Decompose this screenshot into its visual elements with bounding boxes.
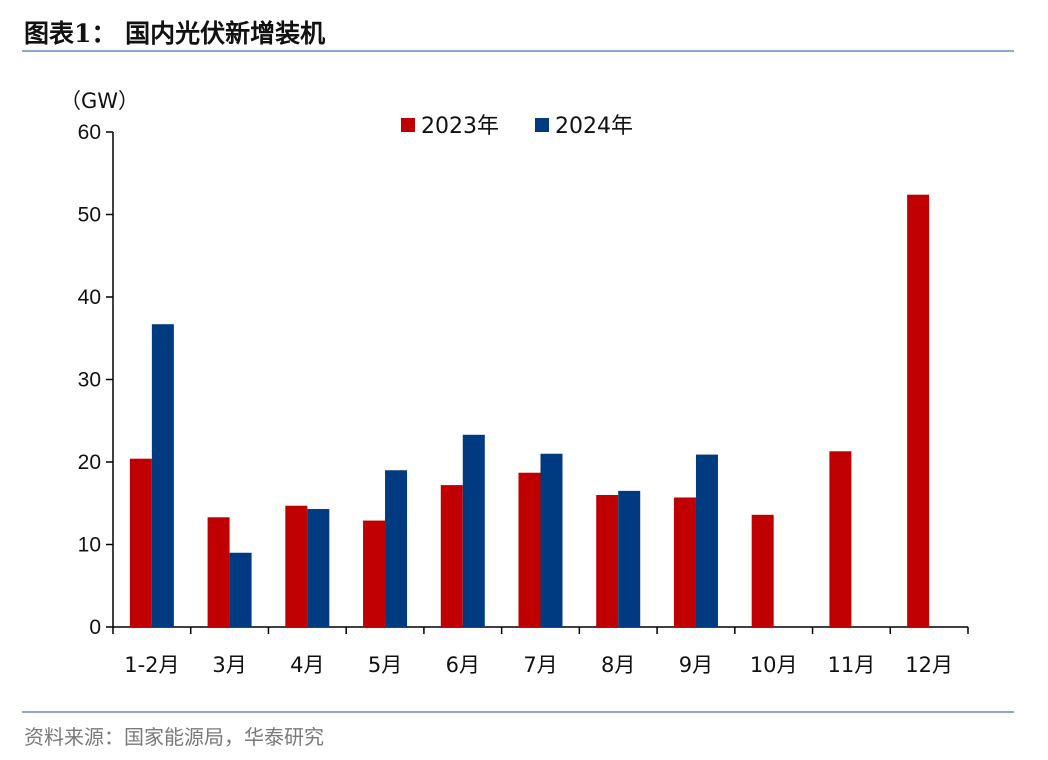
bottom-rule — [22, 711, 1014, 713]
y-tick-label: 30 — [78, 369, 101, 392]
chart-title: 图表1： 国内光伏新增装机 — [24, 19, 326, 48]
x-tick-label: 1-2月 — [124, 653, 179, 677]
y-axis: 0 10 20 30 40 50 60 — [78, 121, 114, 639]
y-tick-label: 40 — [78, 286, 101, 309]
x-tick-label: 12月 — [905, 653, 953, 677]
legend-swatch — [401, 118, 415, 132]
legend-swatch — [535, 118, 549, 132]
legend-label: 2024年 — [555, 114, 633, 139]
y-tick-label: 60 — [78, 121, 101, 144]
bar-2023 — [207, 517, 230, 627]
x-tick-label: 5月 — [368, 653, 402, 677]
bars — [129, 194, 930, 627]
x-tick-label: 4月 — [290, 653, 324, 677]
x-tick-label: 6月 — [446, 653, 480, 677]
legend: 2023年 2024年 — [401, 114, 633, 139]
bar-2024 — [618, 490, 641, 627]
x-tick-label: 7月 — [523, 653, 557, 677]
bar-2023 — [829, 451, 852, 627]
x-tick-label: 10月 — [750, 653, 798, 677]
bar-2024 — [385, 470, 408, 627]
y-tick-label: 0 — [89, 616, 101, 639]
x-axis: 1-2月 3月 4月 5月 6月 7月 8月 9月 10月 11月 12月 — [112, 626, 969, 677]
bar-2023 — [363, 520, 386, 627]
top-rule — [22, 50, 1014, 52]
bar-2023 — [907, 194, 930, 627]
x-tick-label: 11月 — [828, 653, 876, 677]
bar-2024 — [307, 509, 330, 627]
y-tick-label: 20 — [78, 451, 101, 474]
source-note: 资料来源：国家能源局，华泰研究 — [24, 725, 324, 749]
x-tick-label: 9月 — [679, 653, 713, 677]
bar-2024 — [540, 453, 563, 627]
bar-2023 — [129, 458, 152, 627]
x-tick-label: 3月 — [212, 653, 246, 677]
bar-2023 — [673, 497, 696, 627]
y-tick-label: 10 — [78, 534, 101, 557]
bar-2023 — [440, 485, 463, 627]
bar-2023 — [518, 472, 541, 627]
bar-2023 — [596, 495, 619, 627]
y-tick-label: 50 — [78, 204, 101, 227]
bar-2024 — [229, 552, 252, 627]
y-axis-unit-label: （GW） — [60, 89, 139, 113]
legend-label: 2023年 — [421, 114, 499, 139]
bar-chart: （GW） 2023年 2024年 0 10 20 30 40 50 60 1-2月 3月 4月 5月… — [60, 89, 969, 677]
bar-2023 — [751, 514, 774, 627]
bar-2024 — [462, 434, 485, 627]
bar-2023 — [285, 505, 308, 627]
bar-2024 — [151, 324, 174, 627]
bar-2024 — [695, 454, 718, 627]
x-tick-label: 8月 — [601, 653, 635, 677]
